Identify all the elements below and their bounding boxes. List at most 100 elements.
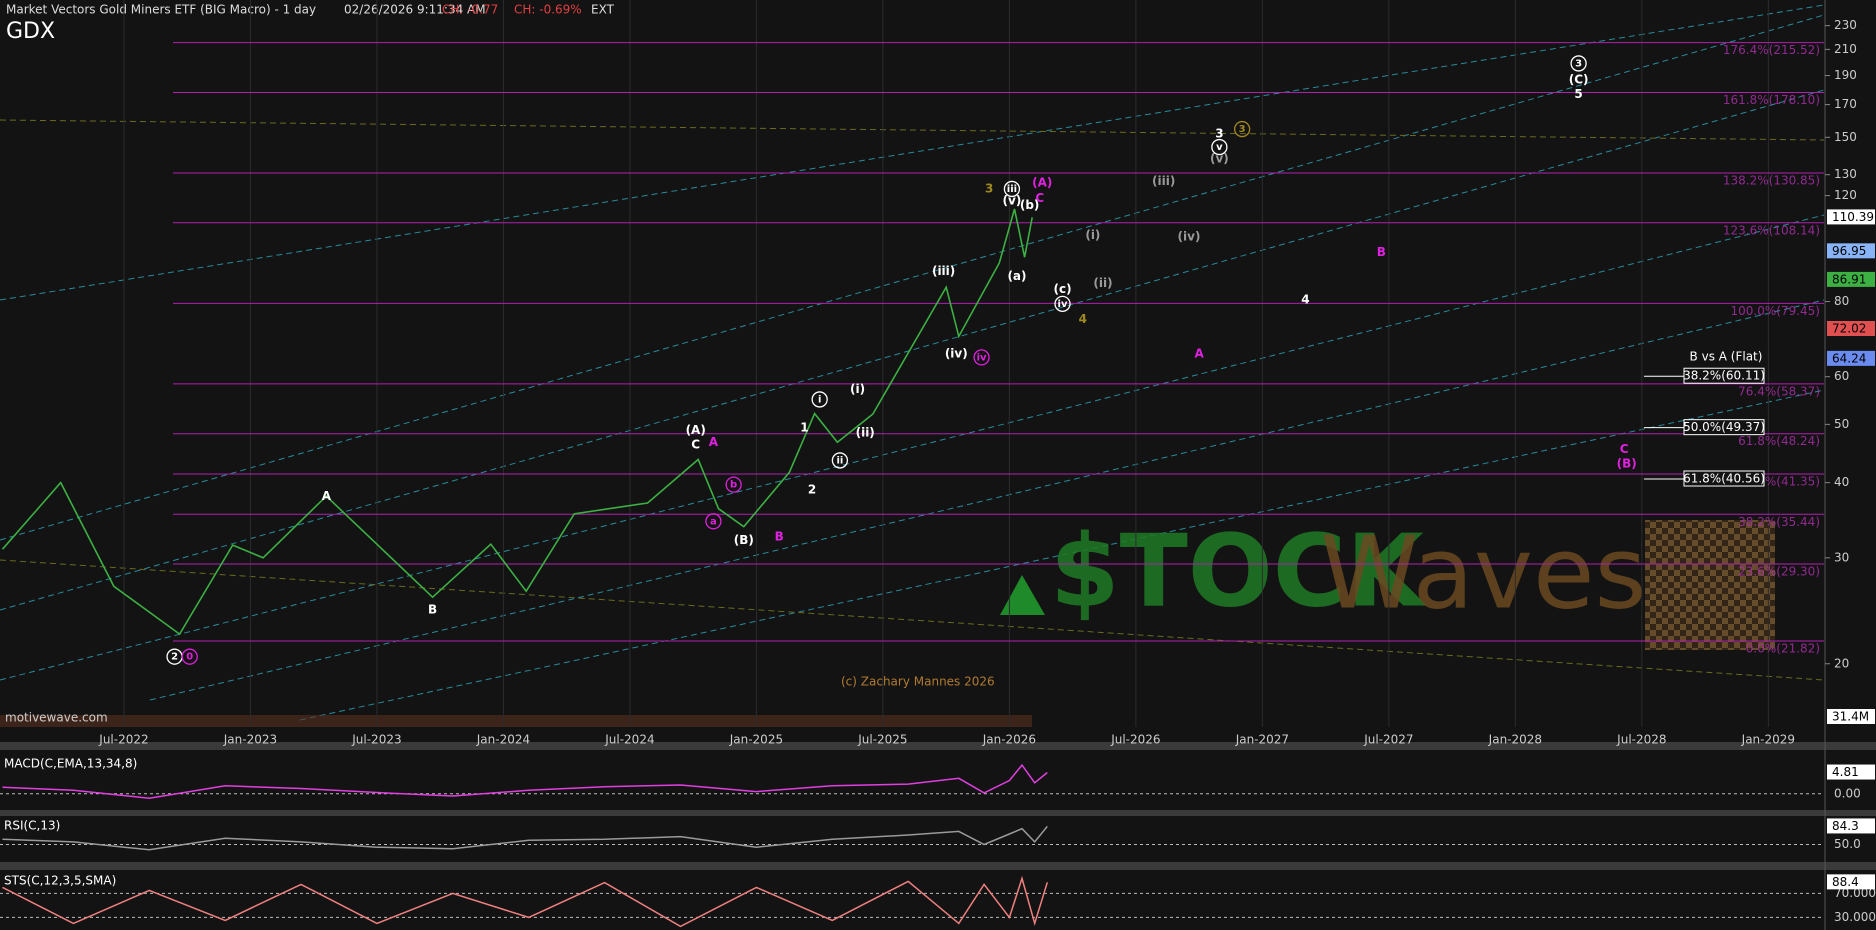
wave-label: v (1216, 142, 1223, 153)
retracement-label: 61.8%(40.56) (1683, 472, 1765, 486)
retracement-box (1683, 367, 1765, 384)
volume-box (1827, 709, 1875, 724)
x-tick-label: Jan-2023 (223, 733, 277, 747)
indicator-line (2, 825, 1048, 851)
indicator-tick-label: 50.0 (1834, 837, 1861, 851)
wave-label: (b) (1020, 198, 1040, 212)
pane-separator (0, 742, 1876, 750)
y-tick-label: 210 (1834, 42, 1857, 56)
x-tick-label: Jul-2028 (1616, 733, 1666, 747)
wave-label: 3 (1239, 124, 1246, 135)
wave-label: (c) (1053, 282, 1071, 296)
indicator-tick-label: 30.0000 (1834, 910, 1876, 924)
indicator-title: STS(C,12,3,5,SMA) (4, 874, 116, 888)
wave-label: (B) (734, 533, 754, 547)
retracement-box (1683, 470, 1765, 487)
indicator-line (2, 763, 1048, 799)
fib-label: 0.0%(21.82) (1746, 641, 1820, 655)
wave-label: C (1035, 191, 1044, 205)
wave-circle (973, 349, 990, 366)
y-tick-label: 150 (1834, 130, 1857, 144)
wave-circle (725, 476, 742, 493)
indicator-tick-label: 70.0000 (1834, 886, 1876, 900)
x-tick-label: Jan-2025 (729, 733, 783, 747)
wave-label: (A) (1032, 175, 1052, 189)
fib-label: 38.2%(35.44) (1738, 515, 1820, 529)
wave-circle (1570, 55, 1587, 72)
wave-label: (iii) (932, 264, 955, 278)
volume-strip (0, 715, 1032, 727)
qr-code (1645, 520, 1775, 650)
chart-title: Market Vectors Gold Miners ETF (BIG Macr… (6, 3, 316, 17)
retracement-box (1683, 419, 1765, 436)
x-tick-label: Jan-2028 (1488, 733, 1542, 747)
fib-label: 123.6%(108.14) (1723, 223, 1820, 237)
wave-label: (iii) (1152, 174, 1175, 188)
channel-lines (0, 4, 1825, 721)
indicator-value: 4.81 (1832, 765, 1859, 779)
indicator-title: RSI(C,13) (4, 819, 60, 833)
retracement-label: 38.2%(60.11) (1683, 369, 1765, 383)
wave-label: (iv) (1178, 229, 1201, 243)
wave-label: B (428, 602, 437, 616)
x-tick-label: Jan-2027 (1235, 733, 1289, 747)
wave-circle (831, 452, 849, 469)
fib-label: 76.4%(58.37) (1738, 384, 1820, 398)
source: motivewave.com (5, 711, 108, 725)
wave-label: iv (1058, 299, 1068, 310)
wave-label: a (710, 516, 717, 527)
indicator-line (2, 875, 1049, 928)
wave-label: 5 (1574, 87, 1582, 101)
y-tick-label: 80 (1834, 294, 1849, 308)
wave-label: (C) (1569, 73, 1589, 87)
wave-label: (A) (686, 423, 706, 437)
wave-label: ii (836, 455, 843, 466)
watermark-logo (1000, 575, 1045, 615)
price-marker-label: 72.02 (1832, 322, 1866, 336)
wave-circle (1233, 120, 1251, 138)
indicator-value-box (1827, 874, 1875, 890)
wave-circle (1054, 295, 1071, 312)
x-tick-label: Jan-2026 (982, 733, 1036, 747)
pane-separator (0, 862, 1876, 870)
wave-label: b (730, 480, 737, 491)
wave-label: 3 (1575, 58, 1582, 69)
wave-label: (a) (1007, 269, 1026, 283)
timestamp: 02/26/2026 9:11:34 AM (344, 3, 486, 17)
indicator-tick-label: 0.00 (1834, 786, 1861, 800)
wave-label: A (322, 489, 332, 503)
y-tick-label: 50 (1834, 417, 1849, 431)
wave-label: 2 (808, 482, 816, 496)
fib-label: 161.8%(178.10) (1723, 93, 1820, 107)
wave-label: (ii) (1093, 276, 1112, 290)
wave-label: (B) (1617, 456, 1637, 470)
symbol: GDX (6, 19, 55, 44)
wave-circle (705, 513, 722, 530)
wave-label: (ii) (856, 425, 875, 439)
y-tick-label: 20 (1834, 656, 1849, 670)
y-tick-label: 170 (1834, 97, 1857, 111)
y-tick-label: 30 (1834, 550, 1849, 564)
y-tick-label: 130 (1834, 167, 1857, 181)
price-marker-label: 64.24 (1832, 351, 1866, 365)
session: EXT (591, 3, 615, 17)
volume-label: 31.4M (1832, 710, 1869, 724)
retracement-title: B vs A (Flat) (1690, 350, 1763, 364)
x-tick-label: Jul-2025 (857, 733, 907, 747)
x-tick-label: Jan-2029 (1741, 733, 1795, 747)
wave-label: 3 (985, 181, 993, 195)
wave-label: iv (977, 352, 987, 363)
wave-label: B (1377, 245, 1386, 259)
price-marker-box (1827, 350, 1875, 366)
wave-label: (v) (1210, 152, 1229, 166)
indicator-value: 84.3 (1832, 819, 1859, 833)
watermark-stock: $TOCK (1050, 512, 1427, 629)
wave-label: 2 (171, 652, 178, 663)
wave-circle (1211, 138, 1228, 156)
wave-label: (i) (850, 382, 865, 396)
wave-label: i (818, 394, 821, 405)
price-marker-box (1827, 321, 1875, 337)
wave-label: 0 (186, 652, 193, 663)
wave-label: iii (1007, 184, 1017, 195)
